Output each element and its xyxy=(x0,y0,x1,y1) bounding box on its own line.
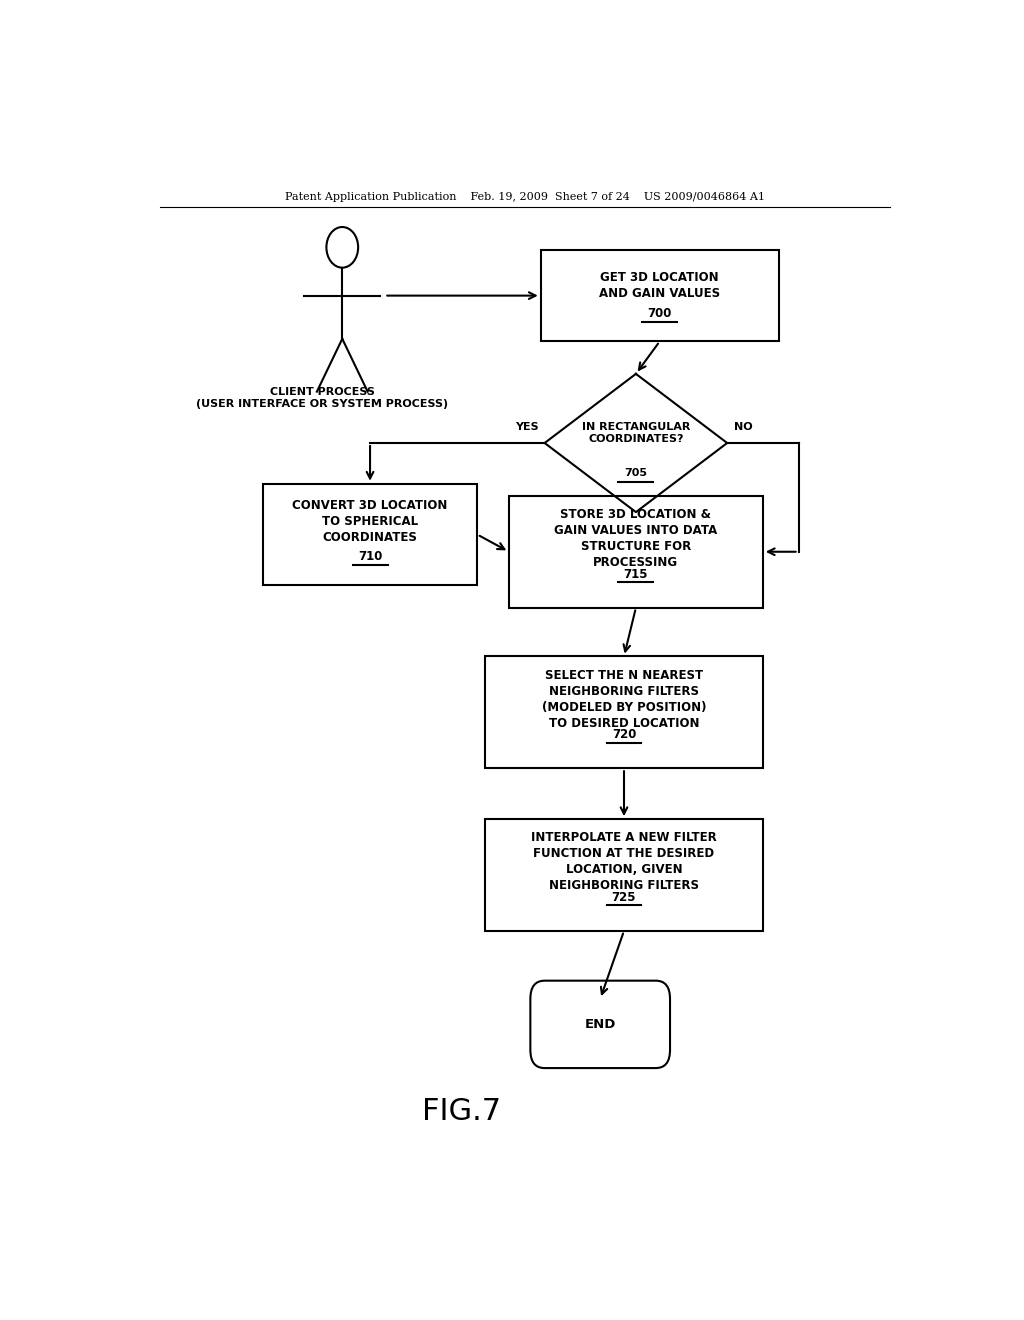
Text: 715: 715 xyxy=(624,568,648,581)
Text: INTERPOLATE A NEW FILTER
FUNCTION AT THE DESIRED
LOCATION, GIVEN
NEIGHBORING FIL: INTERPOLATE A NEW FILTER FUNCTION AT THE… xyxy=(531,832,717,892)
Text: YES: YES xyxy=(515,421,539,432)
Text: 705: 705 xyxy=(625,469,647,478)
Text: NO: NO xyxy=(733,421,753,432)
FancyBboxPatch shape xyxy=(485,656,763,768)
Text: IN RECTANGULAR
COORDINATES?: IN RECTANGULAR COORDINATES? xyxy=(582,421,690,444)
Text: 700: 700 xyxy=(647,308,672,321)
Text: STORE 3D LOCATION &
GAIN VALUES INTO DATA
STRUCTURE FOR
PROCESSING: STORE 3D LOCATION & GAIN VALUES INTO DAT… xyxy=(554,508,718,569)
Text: END: END xyxy=(585,1018,615,1031)
Text: SELECT THE N NEAREST
NEIGHBORING FILTERS
(MODELED BY POSITION)
TO DESIRED LOCATI: SELECT THE N NEAREST NEIGHBORING FILTERS… xyxy=(542,669,707,730)
Polygon shape xyxy=(545,374,727,512)
Text: Patent Application Publication    Feb. 19, 2009  Sheet 7 of 24    US 2009/004686: Patent Application Publication Feb. 19, … xyxy=(285,191,765,202)
FancyBboxPatch shape xyxy=(485,818,763,931)
FancyBboxPatch shape xyxy=(530,981,670,1068)
FancyBboxPatch shape xyxy=(541,249,779,342)
Text: CONVERT 3D LOCATION
TO SPHERICAL
COORDINATES: CONVERT 3D LOCATION TO SPHERICAL COORDIN… xyxy=(293,499,447,544)
Text: GET 3D LOCATION
AND GAIN VALUES: GET 3D LOCATION AND GAIN VALUES xyxy=(599,271,720,300)
Text: 710: 710 xyxy=(357,550,382,564)
Text: CLIENT PROCESS
(USER INTERFACE OR SYSTEM PROCESS): CLIENT PROCESS (USER INTERFACE OR SYSTEM… xyxy=(197,387,449,409)
FancyBboxPatch shape xyxy=(509,496,763,607)
Text: FIG.7: FIG.7 xyxy=(422,1097,501,1126)
Text: 720: 720 xyxy=(611,729,636,742)
FancyBboxPatch shape xyxy=(263,483,477,585)
Text: 725: 725 xyxy=(611,891,636,904)
